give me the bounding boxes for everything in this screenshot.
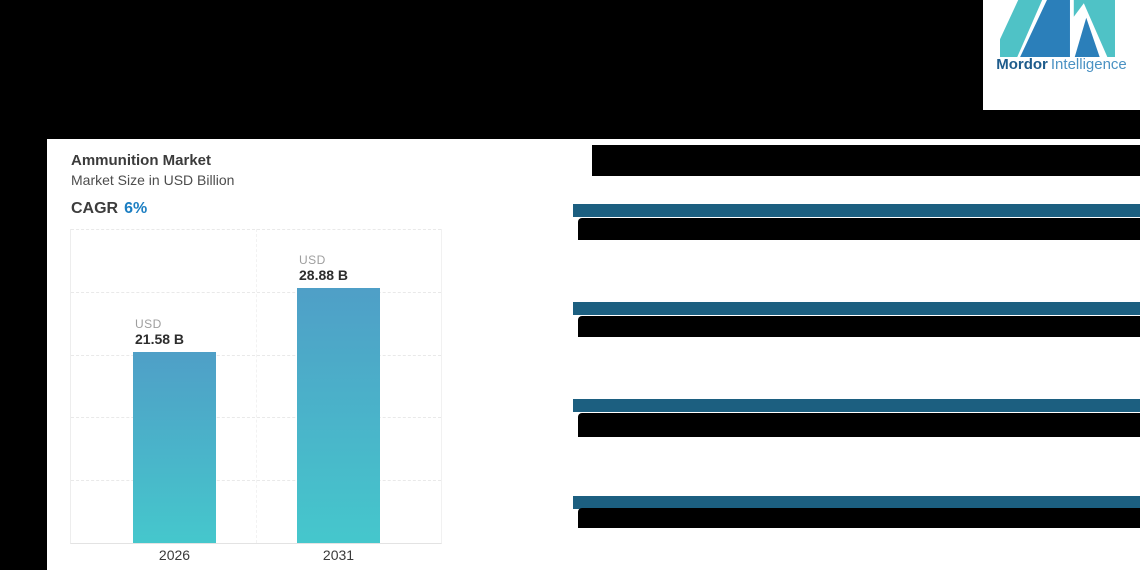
bar-group-2031: USD 28.88 B [297,253,380,543]
bar-value-label: 28.88 B [299,267,349,283]
section-divider-bar [573,204,1140,217]
bar-2031 [297,288,380,543]
mordor-intelligence-logo: Mordor Intelligence [983,0,1140,110]
bar-currency-label: USD [135,317,162,331]
x-axis-label-2031: 2031 [322,547,355,563]
logo-wordmark: Mordor Intelligence [983,56,1140,73]
section-divider-bar [573,302,1140,315]
redacted-text-bar [578,413,1140,437]
redacted-section-heading [592,145,1140,176]
cagr-line: CAGR 6% [71,199,147,219]
section-divider-bar [573,399,1140,412]
redacted-text-bar [578,508,1140,528]
bar-group-2026: USD 21.58 B [133,317,216,543]
gridline-vertical [256,229,257,543]
bar-currency-label: USD [299,253,326,267]
bar-2026 [133,352,216,543]
bar-chart-plot-area: USD 21.58 B USD 28.88 B 2026 2031 [70,229,442,563]
cagr-label: CAGR [71,200,119,217]
logo-text-intelligence: Intelligence [1050,56,1127,73]
redacted-text-bar [578,218,1140,240]
chart-title: Ammunition Market [71,152,212,169]
section-divider-bar [573,496,1140,509]
logo-text-mordor: Mordor [996,56,1048,73]
chart-subtitle: Market Size in USD Billion [71,172,235,188]
bar-label-2026: USD 21.58 B [133,317,216,348]
bar-label-2031: USD 28.88 B [297,253,380,284]
redacted-text-bar [578,316,1140,337]
bar-value-label: 21.58 B [135,331,185,347]
mordor-logo-mark-icon [1000,0,1115,57]
x-axis-label-2026: 2026 [158,547,191,563]
cagr-value: 6% [124,200,148,217]
report-snapshot-panel: Ammunition Market Market Size in USD Bil… [47,139,1140,570]
